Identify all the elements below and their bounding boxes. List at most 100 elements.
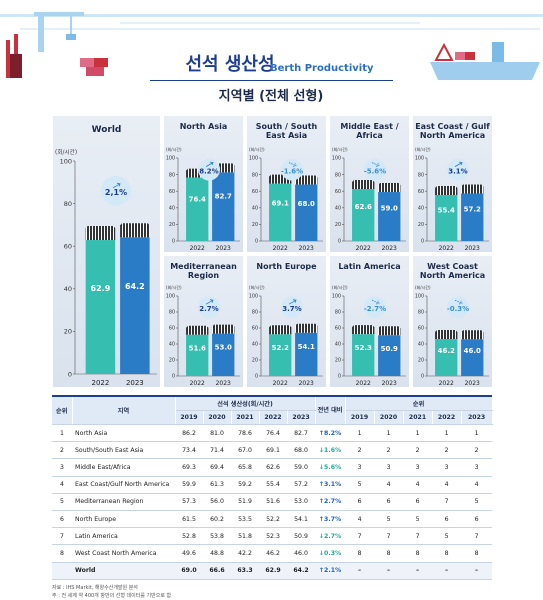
y-tick-label: 20: [335, 358, 341, 364]
y-tick-label: 100: [415, 156, 424, 162]
value-label: 82.7: [215, 192, 232, 200]
x-tick-label: 2023: [126, 379, 144, 387]
table-cell: 5: [374, 510, 404, 529]
y-tick-label: 100: [249, 156, 258, 162]
value-label: 50.9: [381, 345, 398, 353]
y-tick-label: 60: [169, 326, 175, 332]
table-row: 4 East Coast/Gulf North America 59.9 61.3 59…: [52, 476, 493, 494]
bar: [435, 339, 458, 376]
table-row: 7 Latin America 52.8 53.8 51.8 52.3 50.9 ↓2.7% 7…: [52, 527, 493, 546]
container-stack: [461, 184, 484, 194]
change-label: 2.7%: [199, 305, 218, 313]
y-tick-label: 0: [338, 239, 341, 245]
chart-title: North Europe: [256, 262, 317, 271]
table-cell: 8: [345, 544, 375, 563]
y-tick-label: 60: [335, 326, 341, 332]
chart-title: Mediterranean Region: [170, 262, 237, 280]
y-tick-label: 60: [335, 189, 341, 195]
table-cell: Latin America: [72, 527, 175, 546]
container-stack: [378, 183, 401, 193]
year-header: 2022: [432, 410, 462, 425]
bar: [212, 172, 235, 241]
table-cell: South/South East Asia: [72, 441, 175, 460]
title: 선석 생산성: [185, 54, 274, 75]
y-tick-label: 20: [64, 328, 72, 336]
y-tick-label: 0: [255, 374, 258, 380]
table-cell: 42.2: [231, 544, 259, 563]
table-cell: 55.4: [259, 476, 287, 494]
container-stack: [435, 330, 458, 340]
value-label: 52.3: [355, 344, 372, 352]
y-tick-label: 0: [172, 374, 175, 380]
chart-panel: West Coast North America (회/시간) 0 20 40 60 80 1…: [412, 255, 493, 388]
chart: (회/시간) 0 20 40 60 80 100 46.2 2022 46.0 2023 -0.3%: [415, 284, 489, 387]
y-tick-label: 20: [418, 358, 424, 364]
y-tick-label: 80: [252, 172, 258, 178]
table-cell: 54.1: [287, 510, 316, 529]
table-cell: 2: [345, 441, 375, 460]
value-label: 57.2: [464, 206, 481, 214]
chart: (회/시간) 0 20 40 60 80 100 52.2 2022 54.1 2023 3.7%: [249, 284, 323, 387]
table-cell: North Europe: [72, 510, 175, 529]
y-tick-label: 100: [60, 157, 72, 165]
change-label: -1.6%: [281, 168, 303, 176]
table-cell: 1: [52, 424, 72, 443]
y-tick-label: 0: [172, 239, 175, 245]
chart-panel: South / South East Asia (회/시간) 0 20 40 60 80 10…: [246, 115, 327, 253]
table-cell: 6: [403, 493, 433, 511]
header-cell: 지역: [72, 397, 176, 425]
change-arrow: [205, 161, 214, 167]
value-label: 51.6: [189, 344, 206, 352]
chart-title: East Coast / Gulf North America: [415, 122, 490, 140]
header-illustration: 선석 생산성 Berth Productivity 지역별 (전체 선형): [0, 12, 543, 104]
x-tick-label: 2023: [299, 245, 314, 252]
table-cell: 57.2: [287, 476, 316, 494]
x-tick-label: 2022: [273, 245, 288, 252]
chart: (회/시간) 0 20 40 60 80 100 62.6 2022 59.0 2023 -5.6%: [332, 146, 406, 252]
y-axis-label: (회/시간): [332, 284, 348, 290]
table-cell: Middle East/Africa: [72, 458, 175, 477]
table-cell: 2: [374, 441, 404, 460]
table-cell: 8: [432, 544, 462, 563]
table-cell: 50.9: [287, 527, 316, 546]
header-cell: 전년 대비: [315, 397, 346, 425]
table-cell: 6: [461, 510, 493, 529]
change-arrow: [288, 162, 297, 167]
change-bubble: [447, 158, 469, 181]
table-cell: –: [345, 562, 375, 580]
year-header: 2021: [403, 410, 433, 425]
table-cell: 51.6: [259, 493, 287, 511]
y-axis-label: (회/시간): [249, 146, 265, 152]
table-cell: ↓2.7%: [315, 527, 346, 546]
year-header: 2020: [203, 410, 232, 425]
x-tick-label: 2022: [356, 245, 371, 252]
value-label: 76.4: [189, 196, 206, 204]
change-bubble: [281, 296, 303, 319]
change-bubble: [447, 296, 469, 319]
chart-panel: Latin America (회/시간) 0 20 40 60 80 100 52.3 2022 5…: [329, 255, 410, 388]
year-header: 2023: [287, 410, 316, 425]
y-tick-label: 20: [252, 222, 258, 228]
chart-panel: North Asia (회/시간) 0 20 40 60 80 100 76.4 2022 82.7…: [163, 115, 244, 253]
container-stack: [295, 323, 318, 333]
table-cell: 6: [432, 510, 462, 529]
table-cell: 61.5: [175, 510, 203, 529]
table-cell: 7: [345, 527, 375, 546]
chart-title: World: [91, 125, 122, 135]
change-arrow: [288, 299, 297, 305]
year-header: 2019: [175, 410, 204, 425]
chart-panel: Mediterranean Region (회/시간) 0 20 40 60 80 100 51…: [163, 255, 244, 388]
bar: [352, 334, 375, 376]
table-cell: 4: [374, 476, 404, 494]
table-cell: 56.0: [203, 493, 231, 511]
y-tick-label: 40: [64, 285, 72, 293]
y-tick-label: 0: [421, 374, 424, 380]
table-cell: 63.3: [231, 562, 259, 580]
table-row: 8 West Coast North America 49.6 48.8 42.2 46.…: [52, 544, 493, 563]
table-cell: 81.0: [203, 424, 231, 443]
table-cell: 7: [374, 527, 404, 546]
table-cell: 53.8: [203, 527, 231, 546]
table-cell: 6: [374, 493, 404, 511]
y-tick-label: 40: [335, 205, 341, 211]
change-arrow: [454, 161, 463, 167]
